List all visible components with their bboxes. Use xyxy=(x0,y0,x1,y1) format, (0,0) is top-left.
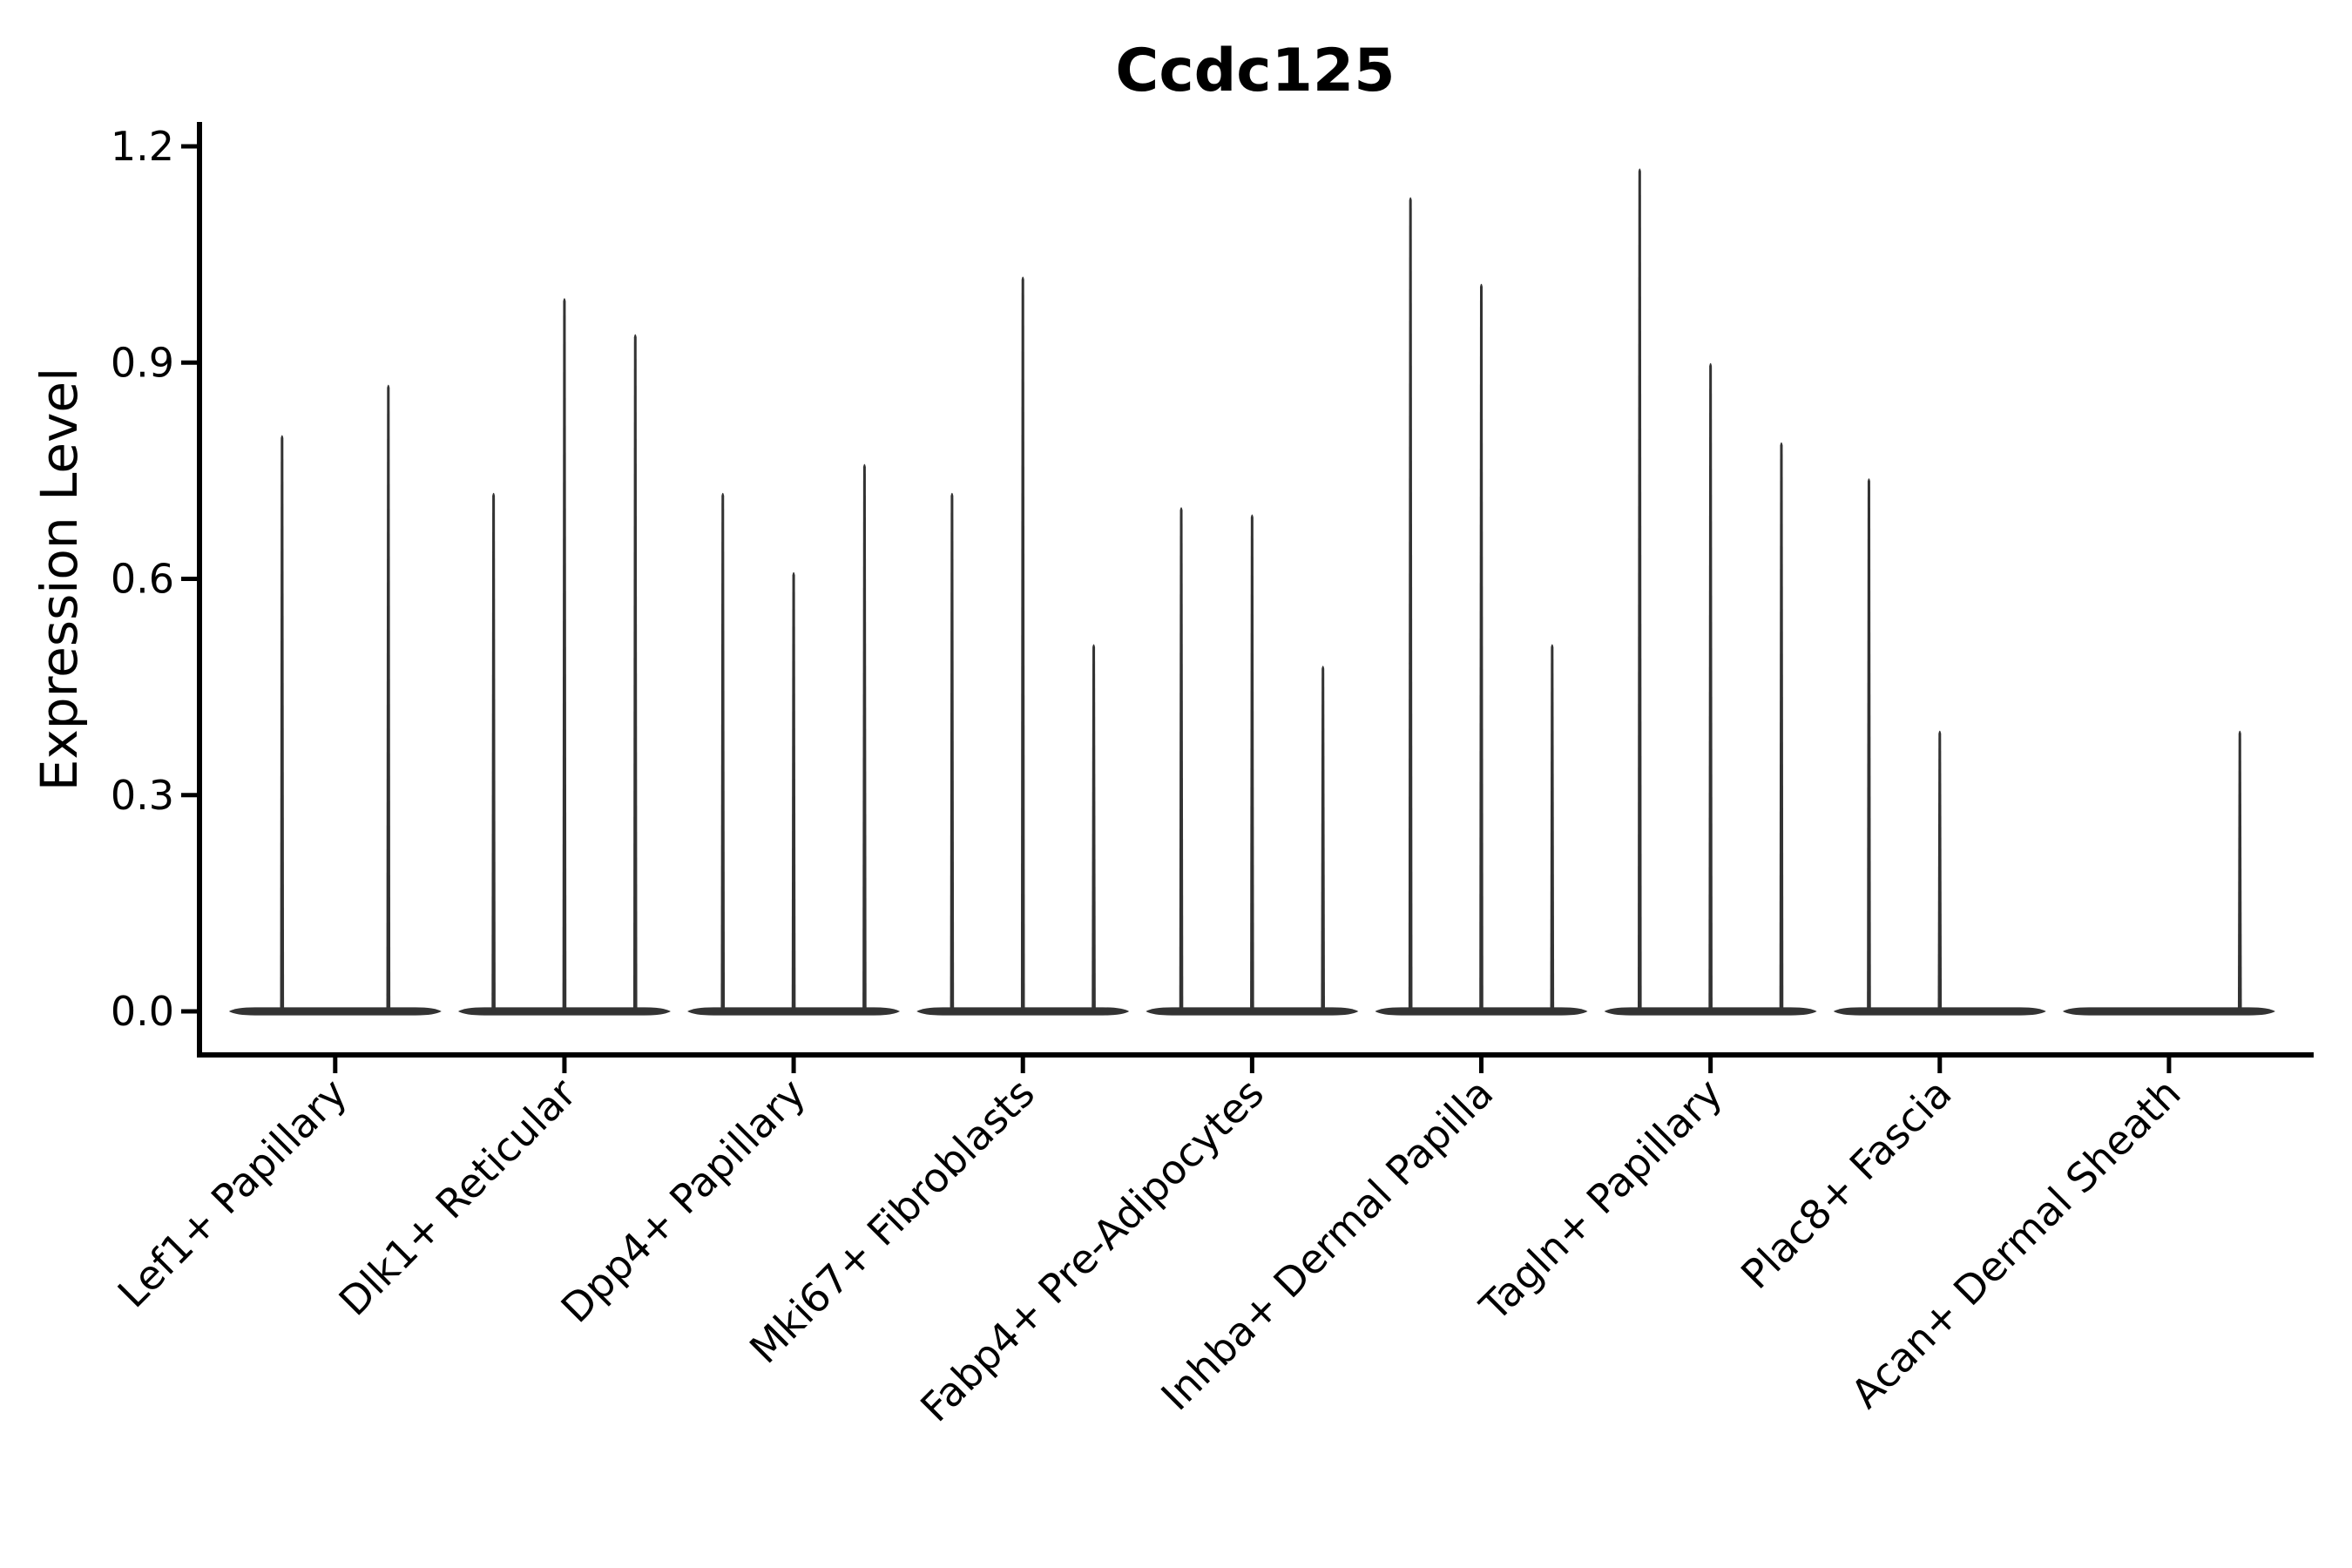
y-tick-mark xyxy=(181,793,197,798)
chart-title: Ccdc125 xyxy=(1115,37,1395,105)
violin-spike xyxy=(386,384,391,1011)
y-tick-label: 1.2 xyxy=(111,123,174,170)
x-tick-mark xyxy=(1020,1058,1025,1073)
violin-base xyxy=(2062,1007,2275,1016)
violin-spike xyxy=(1937,730,1943,1011)
violin-spike xyxy=(1867,478,1871,1011)
x-tick-mark xyxy=(2166,1058,2172,1073)
x-tick-label: Plac8+ Fascia xyxy=(1732,1070,1960,1298)
x-tick-mark xyxy=(1479,1058,1484,1073)
violin-spike xyxy=(1408,197,1413,1012)
violin-spike xyxy=(562,298,567,1011)
violin-spike xyxy=(280,435,285,1011)
x-tick-mark xyxy=(1937,1058,1943,1073)
y-tick-mark xyxy=(181,1009,197,1014)
violin-group-container xyxy=(228,168,2275,1016)
x-tick-label: Lef1+ Papillary xyxy=(109,1070,356,1317)
x-tick-mark xyxy=(562,1058,567,1073)
x-tick-mark xyxy=(1249,1058,1254,1073)
y-axis-label: Expression Level xyxy=(30,368,89,791)
y-tick-label: 0.3 xyxy=(111,772,174,819)
y-tick-label: 0.6 xyxy=(111,556,174,603)
violin-spike xyxy=(791,571,796,1011)
x-tick-mark xyxy=(333,1058,338,1073)
x-tick-label: Dlk1+ Reticular xyxy=(330,1070,585,1325)
violin-spike xyxy=(1179,507,1184,1011)
violin-spike xyxy=(1708,362,1713,1011)
y-tick-mark xyxy=(181,144,197,149)
x-tick-label: Tagln+ Papillary xyxy=(1470,1070,1732,1331)
y-axis-spine xyxy=(197,122,202,1058)
violin-spike xyxy=(1092,644,1096,1011)
violin-spike xyxy=(1638,168,1642,1011)
y-tick-mark xyxy=(181,360,197,365)
y-tick-label: 0.9 xyxy=(111,339,174,386)
violin-base xyxy=(228,1007,442,1016)
violin-spike xyxy=(1550,644,1555,1011)
x-axis-spine xyxy=(197,1052,2314,1058)
violin-spike xyxy=(1779,442,1784,1011)
violin-spike xyxy=(632,334,638,1011)
x-tick-label: Dpp4+ Papillary xyxy=(552,1070,814,1332)
violin-spike xyxy=(720,492,726,1011)
x-tick-mark xyxy=(1708,1058,1713,1073)
x-tick-mark xyxy=(791,1058,796,1073)
violin-spike xyxy=(862,463,867,1011)
violin-spike xyxy=(1020,276,1025,1011)
violin-spike xyxy=(491,492,496,1011)
violin-spike xyxy=(2237,730,2242,1011)
y-tick-label: 0.0 xyxy=(111,988,174,1035)
violin-spike xyxy=(1479,283,1484,1012)
y-tick-mark xyxy=(181,577,197,581)
violin-spike xyxy=(950,492,955,1011)
violin-spike xyxy=(1321,666,1325,1011)
axes: 0.0 0.3 0.6 0.9 1.2 xyxy=(111,122,2314,1073)
violin-spike xyxy=(1250,514,1254,1011)
